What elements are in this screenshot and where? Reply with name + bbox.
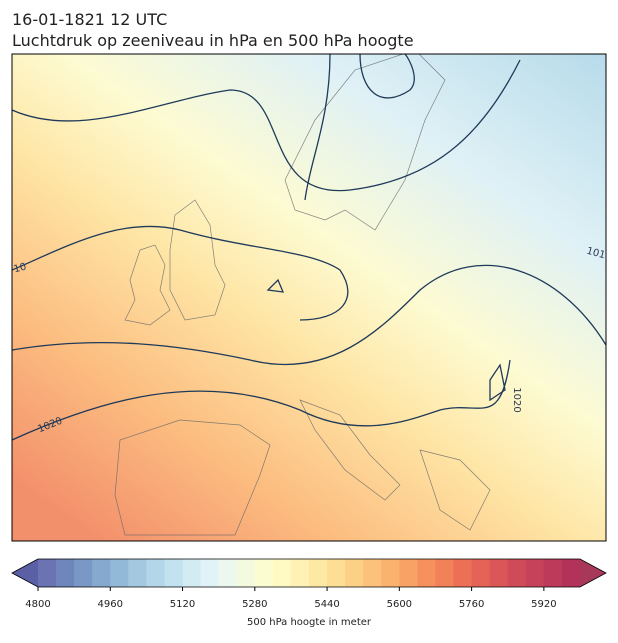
colorbar-swatch <box>363 559 382 587</box>
colorbar-swatch <box>381 559 400 587</box>
colorbar-tick-label: 5120 <box>170 599 195 610</box>
colorbar-swatch <box>543 559 563 587</box>
colorbar-under <box>12 559 38 587</box>
colorbar-swatch <box>146 559 165 587</box>
colorbar-swatch <box>453 559 473 587</box>
colorbar-label: 500 hPa hoogte in meter <box>247 617 372 628</box>
colorbar-swatch <box>272 559 292 587</box>
colorbar-swatch <box>200 559 220 587</box>
colorbar-tick-label: 5760 <box>459 599 484 610</box>
map: 10 101 1020 1020 <box>12 54 606 541</box>
colorbar-swatch <box>327 559 346 587</box>
colorbar-over <box>580 559 606 587</box>
isobars <box>12 54 606 441</box>
colorbar-swatch <box>236 559 256 587</box>
contour-label: 1020 <box>511 387 522 412</box>
colorbar-swatch <box>417 559 436 587</box>
contour-label: 10 <box>13 262 28 276</box>
colorbar-swatch <box>399 559 418 587</box>
contour-label: 101 <box>585 246 606 262</box>
colorbar-swatch <box>218 559 238 587</box>
colorbar-swatch <box>38 559 57 587</box>
colorbar-swatch <box>507 559 527 587</box>
colorbar-swatch <box>345 559 364 587</box>
colorbar-tick-label: 5600 <box>387 599 412 610</box>
colorbar-tick-label: 5280 <box>242 599 267 610</box>
colorbar-swatch <box>525 559 545 587</box>
colorbar-tick-label: 5920 <box>531 599 556 610</box>
colorbar-swatch <box>56 559 75 587</box>
colorbar-swatch <box>74 559 93 587</box>
colorbar-swatch <box>182 559 202 587</box>
colorbar-swatch <box>92 559 111 587</box>
colorbar-swatch <box>290 559 310 587</box>
colorbar-swatch <box>254 559 274 587</box>
colorbar-swatch <box>128 559 147 587</box>
colorbar-tick-label: 5440 <box>314 599 339 610</box>
title-description: Luchtdruk op zeeniveau in hPa en 500 hPa… <box>12 31 414 50</box>
colorbar-swatch <box>471 559 491 587</box>
colorbar-swatch <box>435 559 455 587</box>
colorbar-swatch <box>164 559 184 587</box>
colorbar-outline <box>11 558 607 588</box>
title-time: 16-01-1821 12 UTC <box>12 10 167 29</box>
colorbar: 4800 4960 5120 5280 5440 5600 5760 5920 <box>11 558 607 610</box>
colorbar-swatch <box>489 559 509 587</box>
map-frame <box>11 53 607 542</box>
colorbar-swatch <box>110 559 129 587</box>
colorbar-swatch <box>309 559 328 587</box>
height-field <box>12 54 606 541</box>
colorbar-swatch <box>561 559 581 587</box>
coastlines <box>114 54 491 536</box>
colorbar-tick-label: 4960 <box>98 599 123 610</box>
colorbar-tick-label: 4800 <box>25 599 50 610</box>
